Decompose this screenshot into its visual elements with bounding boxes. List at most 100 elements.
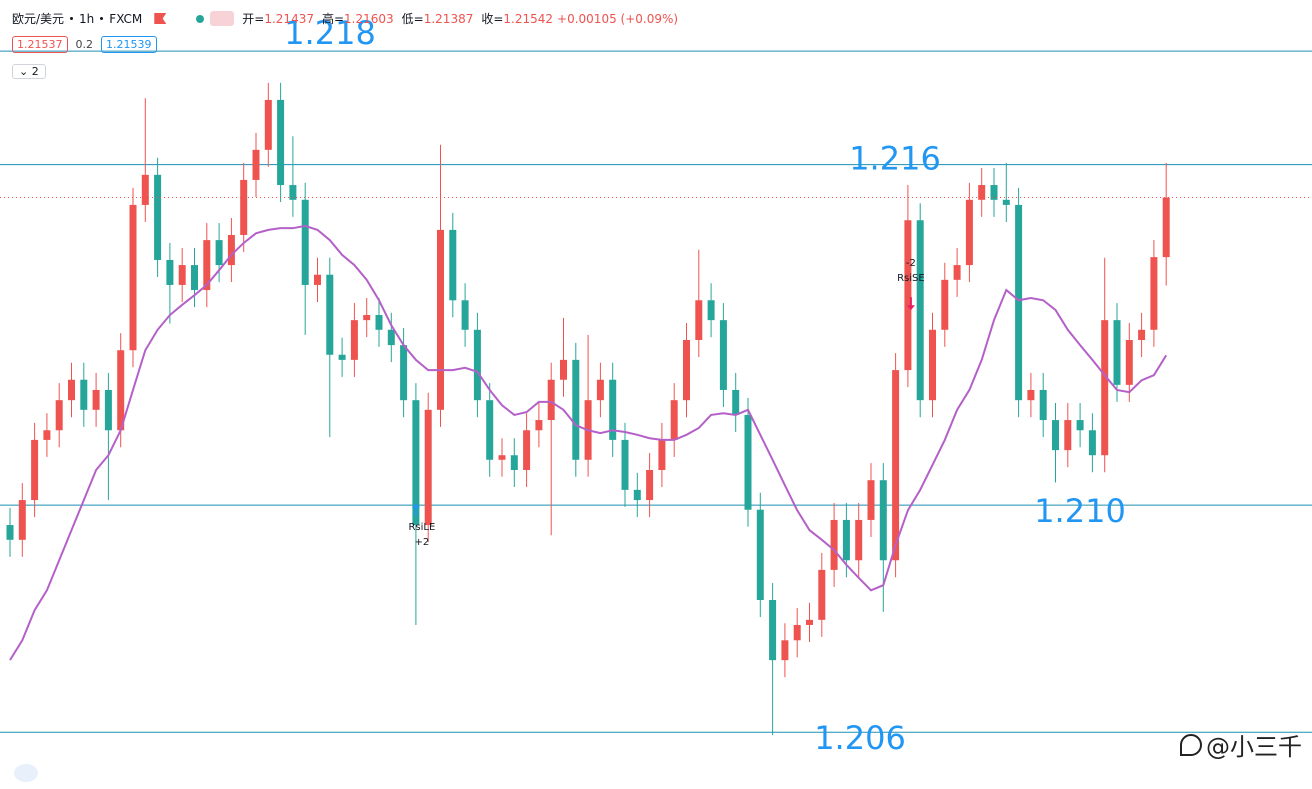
candle [1002, 162, 1010, 222]
market-status[interactable] [196, 11, 235, 26]
candle [301, 182, 309, 335]
candle-body [683, 340, 690, 401]
candle [1125, 322, 1133, 402]
candle [1113, 303, 1121, 402]
candle [510, 438, 518, 488]
close-value: 1.21542 [503, 11, 554, 26]
candle [400, 328, 408, 418]
candle-body [1150, 257, 1158, 330]
candle [31, 422, 39, 518]
candle-body [535, 420, 543, 431]
candle-body [18, 500, 26, 540]
candle [978, 168, 986, 217]
quote-row: 1.21537 0.2 1.21539 [12, 36, 157, 53]
candle [769, 582, 777, 736]
candle-body [1125, 340, 1133, 385]
candle [215, 223, 223, 283]
candle [240, 162, 248, 253]
candle-body [1088, 430, 1096, 456]
candle-body [129, 204, 137, 351]
candle-body [633, 489, 641, 501]
candle [43, 413, 51, 457]
candle-body [953, 265, 961, 280]
candle [141, 98, 149, 222]
candle [375, 298, 383, 347]
candle [806, 602, 813, 642]
candle [437, 144, 444, 427]
indicator-toggle[interactable]: ⌄ 2 [12, 64, 46, 79]
candle [350, 303, 358, 377]
candle [535, 403, 543, 448]
buy-price[interactable]: 1.21539 [101, 36, 157, 53]
candle [154, 157, 162, 278]
high-label: 高= [321, 12, 345, 26]
candle [326, 257, 334, 438]
candle-body [670, 400, 678, 440]
indicator-row: ⌄ 2 [12, 64, 46, 79]
candle [633, 472, 641, 518]
candle-body [227, 234, 235, 266]
candle-body [781, 640, 789, 661]
moving-average-line [9, 224, 1168, 661]
candle [18, 483, 26, 557]
candle-body [1076, 420, 1084, 431]
candle-body [92, 389, 100, 410]
candle [781, 623, 789, 678]
candle [683, 322, 690, 418]
candle-body [166, 259, 174, 285]
candle [609, 362, 617, 457]
candle-body [855, 519, 863, 561]
candle-body [879, 480, 887, 561]
candle-body [990, 185, 998, 200]
candle-body [350, 320, 358, 360]
sell-price[interactable]: 1.21537 [12, 36, 68, 53]
candle-body [892, 370, 900, 561]
signal: -2 RsiSE [897, 258, 925, 311]
candle [473, 312, 481, 418]
candle-body [363, 315, 371, 321]
candle [658, 422, 666, 488]
candle [596, 362, 604, 418]
watermark: @小三千 [1180, 727, 1302, 762]
candle-body [203, 240, 211, 291]
candle-body [769, 599, 777, 661]
candle-body [1039, 389, 1047, 421]
candle-body [326, 274, 334, 355]
level-label: 1.210 [1034, 492, 1126, 530]
candle-body [523, 430, 531, 470]
signal: RsiLE +2 [408, 503, 435, 548]
indicator-count: 2 [31, 65, 39, 78]
candle [55, 383, 63, 448]
header: 欧元/美元 1h FXCM 开= 1.21437 高= 1.21603 低= 1.21… [12, 10, 678, 27]
interval[interactable]: 1h [79, 11, 95, 26]
candle-body [68, 379, 75, 401]
candle-body [929, 329, 936, 401]
candle-body [621, 439, 629, 490]
signal-label: RsiLE [408, 522, 435, 533]
candle [1138, 312, 1146, 358]
candle-body [486, 400, 494, 460]
symbol[interactable]: 欧元/美元 [12, 12, 65, 26]
candle [252, 132, 260, 197]
low-label: 低= [401, 12, 424, 26]
watermark-text: @小三千 [1206, 733, 1302, 761]
candle [314, 257, 321, 302]
candle [646, 452, 654, 518]
candle-body [646, 469, 654, 501]
flag-icon[interactable] [154, 13, 167, 24]
logo[interactable] [14, 764, 38, 782]
level-label: 1.216 [849, 140, 941, 178]
candle-body [806, 619, 813, 625]
candle-body [191, 265, 198, 291]
candle-body [596, 379, 604, 401]
candle [1064, 403, 1072, 468]
candle [1015, 187, 1023, 418]
signal-qty: +2 [415, 537, 430, 548]
candle-body [301, 199, 309, 285]
candle [547, 362, 555, 536]
candle [338, 337, 346, 377]
high-value: 1.21603 [344, 11, 394, 26]
candle [707, 283, 715, 338]
candle-body [978, 185, 986, 200]
